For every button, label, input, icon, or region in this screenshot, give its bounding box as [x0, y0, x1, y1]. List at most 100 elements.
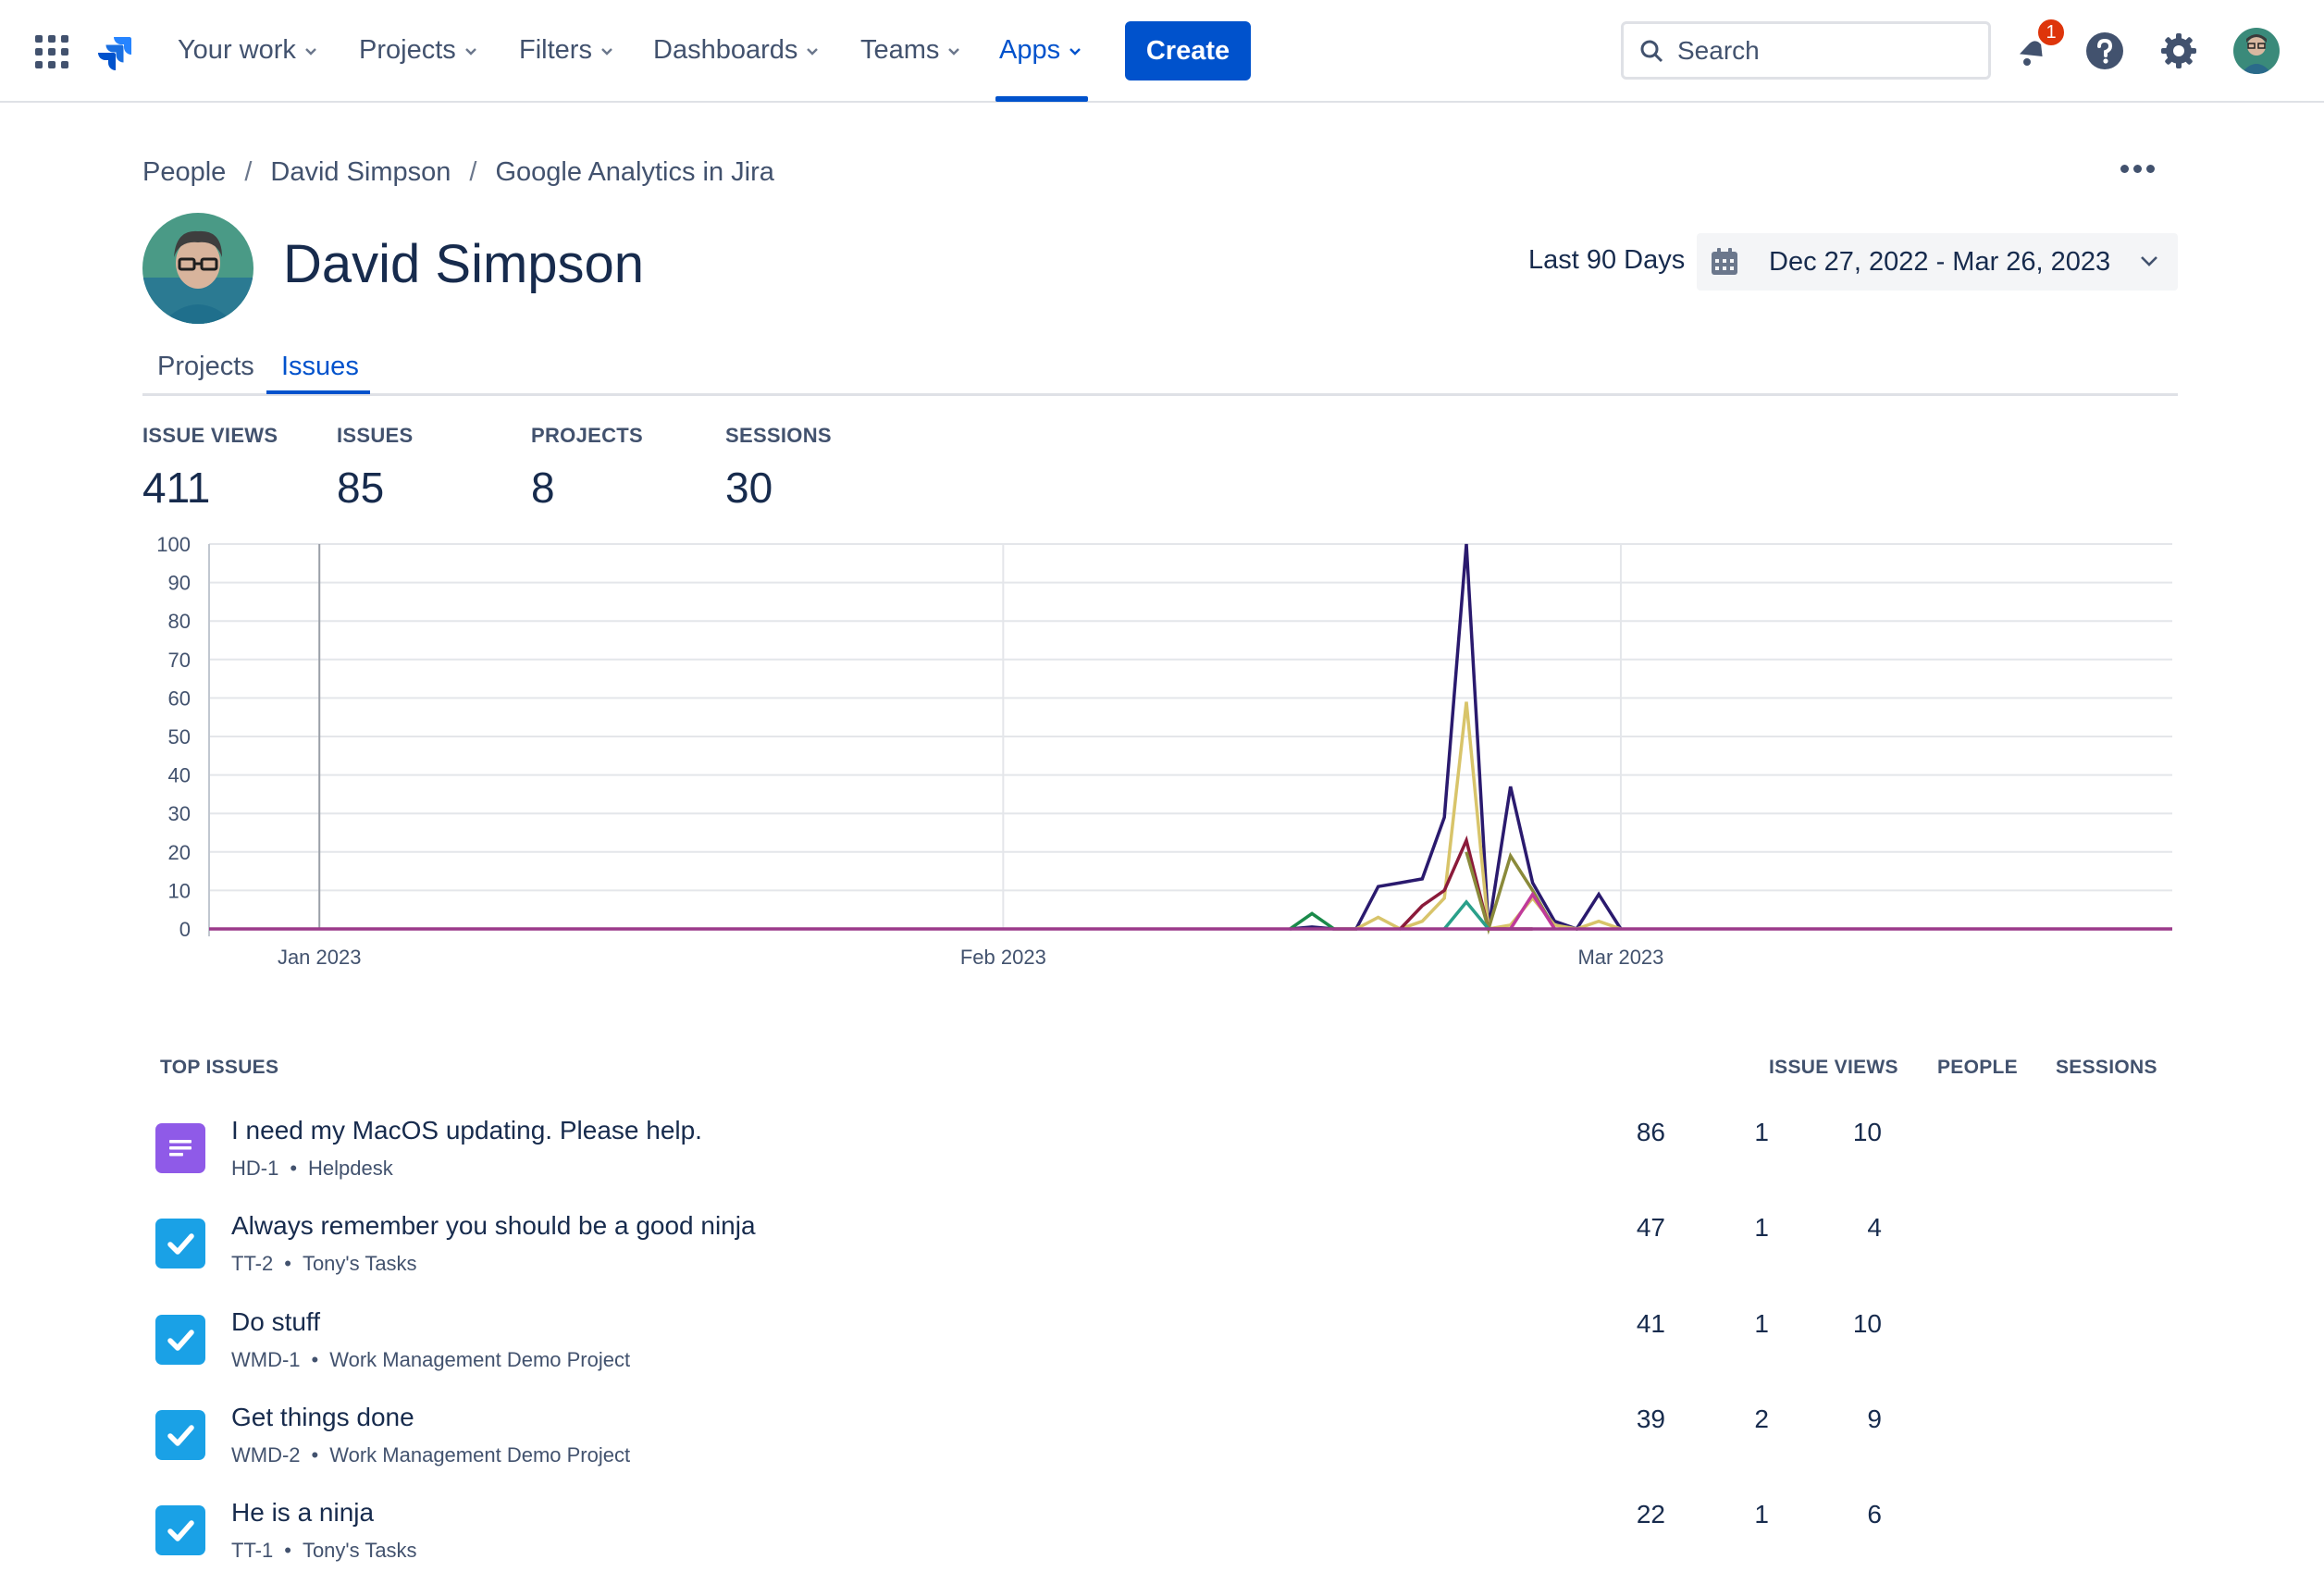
search-placeholder: Search — [1677, 35, 1760, 65]
create-button[interactable]: Create — [1125, 21, 1251, 80]
issue-meta: TT-1 • Tony's Tasks — [231, 1539, 417, 1563]
calendar-icon — [1712, 248, 1737, 275]
table-row[interactable]: I need my MacOS updating. Please help. HD… — [148, 1116, 2183, 1208]
avatar-image — [2233, 28, 2280, 74]
breadcrumb-app[interactable]: Google Analytics in Jira — [495, 157, 774, 187]
tab-projects[interactable]: Projects — [157, 352, 254, 381]
column-sessions[interactable]: SESSIONS — [2056, 1057, 2157, 1078]
separator-dot: • — [311, 1443, 319, 1466]
cell-views: 22 — [1636, 1500, 1665, 1528]
table-row[interactable]: Get things done WMD-2 • Work Management Dem… — [148, 1403, 2183, 1495]
tab-active-indicator — [266, 390, 370, 394]
nav-apps[interactable]: Apps — [999, 28, 1082, 72]
stat-issue-views: ISSUE VIEWS 411 — [142, 424, 278, 513]
help-button[interactable] — [2082, 28, 2128, 74]
chevron-down-icon — [601, 48, 612, 56]
table-row[interactable]: Do stuff WMD-1 • Work Management Demo Proje… — [148, 1307, 2183, 1400]
task-icon — [155, 1410, 205, 1460]
issue-meta: HD-1 • Helpdesk — [231, 1157, 393, 1181]
issue-meta: WMD-2 • Work Management Demo Project — [231, 1443, 630, 1467]
breadcrumb-people[interactable]: People — [142, 157, 227, 187]
nav-teams[interactable]: Teams — [860, 28, 961, 72]
profile-avatar — [142, 213, 253, 324]
y-tick-label: 90 — [168, 572, 191, 595]
help-icon — [2086, 32, 2123, 69]
issue-project: Work Management Demo Project — [329, 1348, 631, 1371]
user-avatar[interactable] — [2233, 28, 2280, 74]
tab-bar: Projects Issues — [142, 344, 2178, 396]
app-switcher-icon[interactable] — [35, 35, 68, 68]
cell-views: 41 — [1636, 1309, 1665, 1338]
tab-issues[interactable]: Issues — [281, 352, 359, 381]
nav-dashboards[interactable]: Dashboards — [653, 28, 820, 72]
bell-icon — [2019, 41, 2043, 66]
separator-dot: • — [284, 1539, 291, 1562]
table-row[interactable]: Always remember you should be a good nin… — [148, 1211, 2183, 1304]
breadcrumb-separator: / — [244, 157, 253, 187]
settings-button[interactable] — [2156, 28, 2202, 74]
task-icon — [155, 1219, 205, 1268]
issue-meta: WMD-1 • Work Management Demo Project — [231, 1348, 630, 1372]
cell-people: 1 — [1754, 1500, 1769, 1528]
stat-projects: PROJECTS 8 — [531, 424, 643, 513]
separator-dot: • — [311, 1348, 319, 1371]
nav-projects[interactable]: Projects — [359, 28, 478, 72]
chevron-down-icon — [2141, 256, 2157, 266]
column-people[interactable]: PEOPLE — [1937, 1057, 2018, 1078]
gear-icon — [2161, 33, 2196, 68]
issue-title[interactable]: He is a ninja — [231, 1498, 375, 1527]
search-icon — [1640, 40, 1663, 62]
issue-key: WMD-1 — [231, 1348, 301, 1371]
chevron-down-icon — [464, 48, 476, 56]
stat-value: 8 — [531, 464, 555, 512]
issue-project: Tony's Tasks — [302, 1252, 417, 1275]
issue-key: TT-1 — [231, 1539, 274, 1562]
stat-sessions: SESSIONS 30 — [725, 424, 832, 513]
cell-people: 1 — [1754, 1213, 1769, 1242]
cell-sessions: 10 — [1852, 1118, 1882, 1146]
cell-views: 86 — [1636, 1118, 1665, 1146]
stat-label: ISSUES — [337, 424, 414, 447]
issue-title[interactable]: Always remember you should be a good nin… — [231, 1211, 756, 1240]
date-range-picker[interactable]: Dec 27, 2022 - Mar 26, 2023 — [1697, 233, 2178, 291]
chevron-down-icon — [807, 48, 819, 56]
cell-people: 2 — [1754, 1405, 1769, 1433]
issue-key: TT-2 — [231, 1252, 274, 1275]
x-tick-label: Mar 2023 — [1577, 946, 1663, 969]
nav-filters-label: Filters — [519, 34, 592, 65]
nav-projects-label: Projects — [359, 34, 456, 65]
x-tick-label: Jan 2023 — [278, 946, 362, 969]
stat-label: SESSIONS — [725, 424, 832, 447]
issue-title[interactable]: Get things done — [231, 1403, 414, 1431]
task-icon — [155, 1315, 205, 1365]
breadcrumb-user[interactable]: David Simpson — [270, 157, 451, 187]
search-input[interactable]: Search — [1621, 21, 1991, 80]
cell-sessions: 9 — [1867, 1405, 1882, 1433]
separator-dot: • — [284, 1252, 291, 1275]
nav-your-work[interactable]: Your work — [178, 28, 318, 72]
stat-issues: ISSUES 85 — [337, 424, 414, 513]
separator-dot: • — [290, 1157, 298, 1180]
column-issue-views[interactable]: ISSUE VIEWS — [1769, 1057, 1898, 1078]
issue-title[interactable]: Do stuff — [231, 1307, 320, 1336]
jira-logo-icon[interactable] — [96, 33, 133, 70]
y-tick-label: 30 — [168, 802, 191, 825]
series-line-5 — [1289, 911, 1335, 931]
nav-dashboards-label: Dashboards — [653, 34, 798, 65]
chevron-down-icon — [305, 48, 316, 56]
issue-title[interactable]: I need my MacOS updating. Please help. — [231, 1116, 702, 1145]
notifications-button[interactable] — [2009, 28, 2056, 74]
cell-people: 1 — [1754, 1309, 1769, 1338]
y-tick-label: 100 — [156, 533, 191, 556]
task-icon — [155, 1505, 205, 1555]
nav-filters[interactable]: Filters — [519, 28, 614, 72]
issue-key: HD-1 — [231, 1157, 279, 1180]
table-row[interactable]: He is a ninja TT-1 • Tony's Tasks 22 1 6 — [148, 1498, 2183, 1584]
y-tick-label: 40 — [168, 764, 191, 787]
issue-project: Tony's Tasks — [302, 1539, 417, 1562]
x-tick-label: Feb 2023 — [960, 946, 1046, 969]
breadcrumb: People / David Simpson / Google Analytic… — [142, 157, 774, 188]
cell-sessions: 6 — [1867, 1500, 1882, 1528]
more-actions-icon[interactable] — [2120, 157, 2157, 179]
